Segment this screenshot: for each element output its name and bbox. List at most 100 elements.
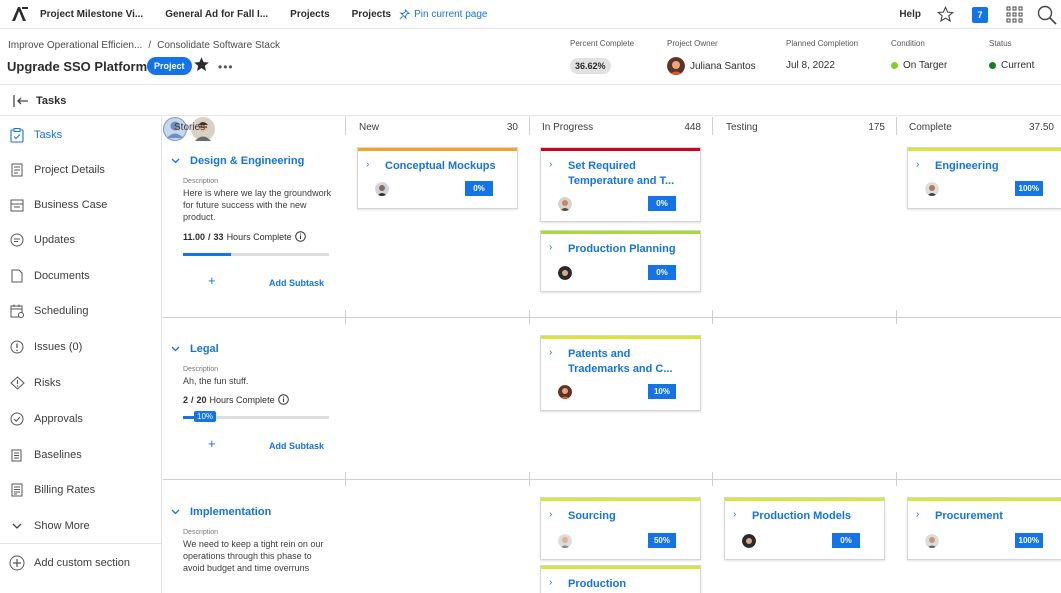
sidebar-item-label: Tasks [34,129,63,141]
hours-done: 11.00 [183,231,206,242]
sidebar-item-label: Project Details [34,164,105,176]
progress-tooltip: 10% [194,411,217,422]
assignee-avatar[interactable] [191,117,216,145]
task-title[interactable]: Engineering [935,160,999,172]
task-title[interactable]: Production [568,578,627,590]
task-assignee-avatar[interactable] [558,534,572,548]
sidebar-item-billing-rates[interactable]: Billing Rates [0,475,162,505]
expand-chevron-icon[interactable]: › [549,159,553,170]
task-assignee-avatar[interactable] [742,534,756,548]
recent-tab-general-ad[interactable]: General Ad for Fall I... [165,8,269,20]
task-title[interactable]: Sourcing [568,510,616,522]
project-owner-value[interactable]: Juliana Santos [690,60,756,72]
task-card[interactable]: › Sourcing 50% [540,497,701,560]
task-card[interactable]: › Procurement 100% [907,497,1061,560]
task-card[interactable]: › Conceptual Mockups 0% [357,147,518,209]
column-count: 448 [684,121,701,133]
column-header-stories: Stories [174,117,344,137]
add-subtask-button[interactable]: Add Subtask [269,278,325,288]
task-assignee-avatar[interactable] [558,266,572,280]
task-title[interactable]: Production Models [752,510,851,522]
add-assignee-button[interactable]: + [208,273,216,288]
sidebar-item-documents[interactable]: Documents [0,261,162,291]
condition-value[interactable]: On Targer [903,60,948,71]
adobe-logo-icon[interactable] [0,0,40,29]
expand-chevron-icon[interactable]: › [549,577,553,588]
story-title[interactable]: Implementation [190,506,272,518]
grid-tick [896,310,897,324]
sidebar-show-more[interactable]: Show More [0,511,162,541]
chevron-down-icon [171,346,180,352]
favorites-star-icon[interactable] [937,6,954,23]
add-custom-section-button[interactable]: Add custom section [0,548,162,578]
sidebar-item-risks[interactable]: Risks [0,368,162,398]
hours-complete: 2/20 Hours Complete [183,394,289,405]
task-card[interactable]: › Production [540,565,701,593]
assignee-avatar-placeholder[interactable] [163,117,191,145]
task-assignee-avatar[interactable] [558,197,572,211]
search-icon[interactable] [1037,5,1057,25]
expand-chevron-icon[interactable]: › [733,509,737,520]
task-assignee-avatar[interactable] [558,385,572,399]
collapse-panel-icon[interactable] [13,95,29,107]
recent-tab-projects[interactable]: Projects [290,8,330,20]
sidebar-item-updates[interactable]: Updates [0,225,162,255]
expand-chevron-icon[interactable]: › [916,509,920,520]
sidebar-item-project-details[interactable]: Project Details [0,155,162,185]
status-value[interactable]: Current [1001,60,1035,71]
help-button[interactable]: Help [899,9,921,20]
story-title[interactable]: Legal [190,343,219,355]
expand-chevron-icon[interactable]: › [549,242,553,253]
add-subtask-button[interactable]: Add Subtask [269,441,325,451]
more-options-button[interactable]: ••• [218,60,234,74]
sidebar-item-baselines[interactable]: Baselines [0,440,162,470]
sidebar-item-tasks[interactable]: Tasks [0,120,162,150]
task-title[interactable]: Procurement [935,510,1003,522]
recent-tab-project-milestone[interactable]: Project Milestone Vi... [40,8,144,20]
apps-grid-icon[interactable] [1006,6,1023,23]
add-assignee-button[interactable]: + [208,436,216,451]
task-card[interactable]: › Engineering 100% [907,147,1061,209]
card-color-strip [541,566,700,569]
task-assignee-avatar[interactable] [925,534,939,548]
pin-page-button[interactable]: Pin current page [399,8,488,20]
task-percent-badge: 100% [1014,181,1043,196]
story-title[interactable]: Design & Engineering [190,155,305,167]
task-card[interactable]: › Production Models 0% [724,497,885,560]
task-card[interactable]: › Set Required Temperature and T... 0% [540,147,701,222]
task-assignee-avatar[interactable] [925,182,939,196]
sidebar-item-approvals[interactable]: Approvals [0,404,162,434]
info-icon[interactable] [277,394,289,405]
story-toggle-implementation[interactable]: Implementation [171,506,271,518]
info-icon[interactable] [294,231,306,242]
swimlane-divider [163,317,1061,318]
expand-chevron-icon[interactable]: › [366,159,370,170]
breadcrumb-portfolio[interactable]: Consolidate Software Stack [157,40,280,51]
sidebar-item-business-case[interactable]: Business Case [0,190,162,220]
task-title[interactable]: Conceptual Mockups [385,160,496,172]
breadcrumb-program[interactable]: Improve Operational Efficien... [8,40,143,51]
task-assignee-avatar[interactable] [375,182,389,196]
task-title[interactable]: Patents and Trademarks and C... [568,348,673,375]
sidebar-item-label: Documents [34,270,90,282]
story-toggle-design-engineering[interactable]: Design & Engineering [171,155,304,167]
owner-avatar[interactable] [667,57,685,75]
condition-status-dot [891,62,898,69]
favorite-star-icon[interactable] [193,56,210,73]
task-card[interactable]: › Production Planning 0% [540,230,701,292]
expand-chevron-icon[interactable]: › [549,347,553,358]
expand-chevron-icon[interactable]: › [916,159,920,170]
status-label: Status [989,39,1012,48]
task-title[interactable]: Set Required Temperature and T... [568,160,675,187]
sidebar-item-scheduling[interactable]: Scheduling [0,296,162,326]
story-toggle-legal[interactable]: Legal [171,343,219,355]
column-divider [712,117,713,135]
task-title[interactable]: Production Planning [568,243,676,255]
sidebar-item-issues[interactable]: Issues (0) [0,332,162,362]
sidebar-item-label: Issues (0) [34,341,83,353]
expand-chevron-icon[interactable]: › [549,509,553,520]
notifications-badge[interactable]: 7 [972,6,988,23]
recent-tab-projects-2[interactable]: Projects [351,8,392,20]
task-card[interactable]: › Patents and Trademarks and C... 10% [540,335,701,411]
column-count: 175 [868,121,885,133]
